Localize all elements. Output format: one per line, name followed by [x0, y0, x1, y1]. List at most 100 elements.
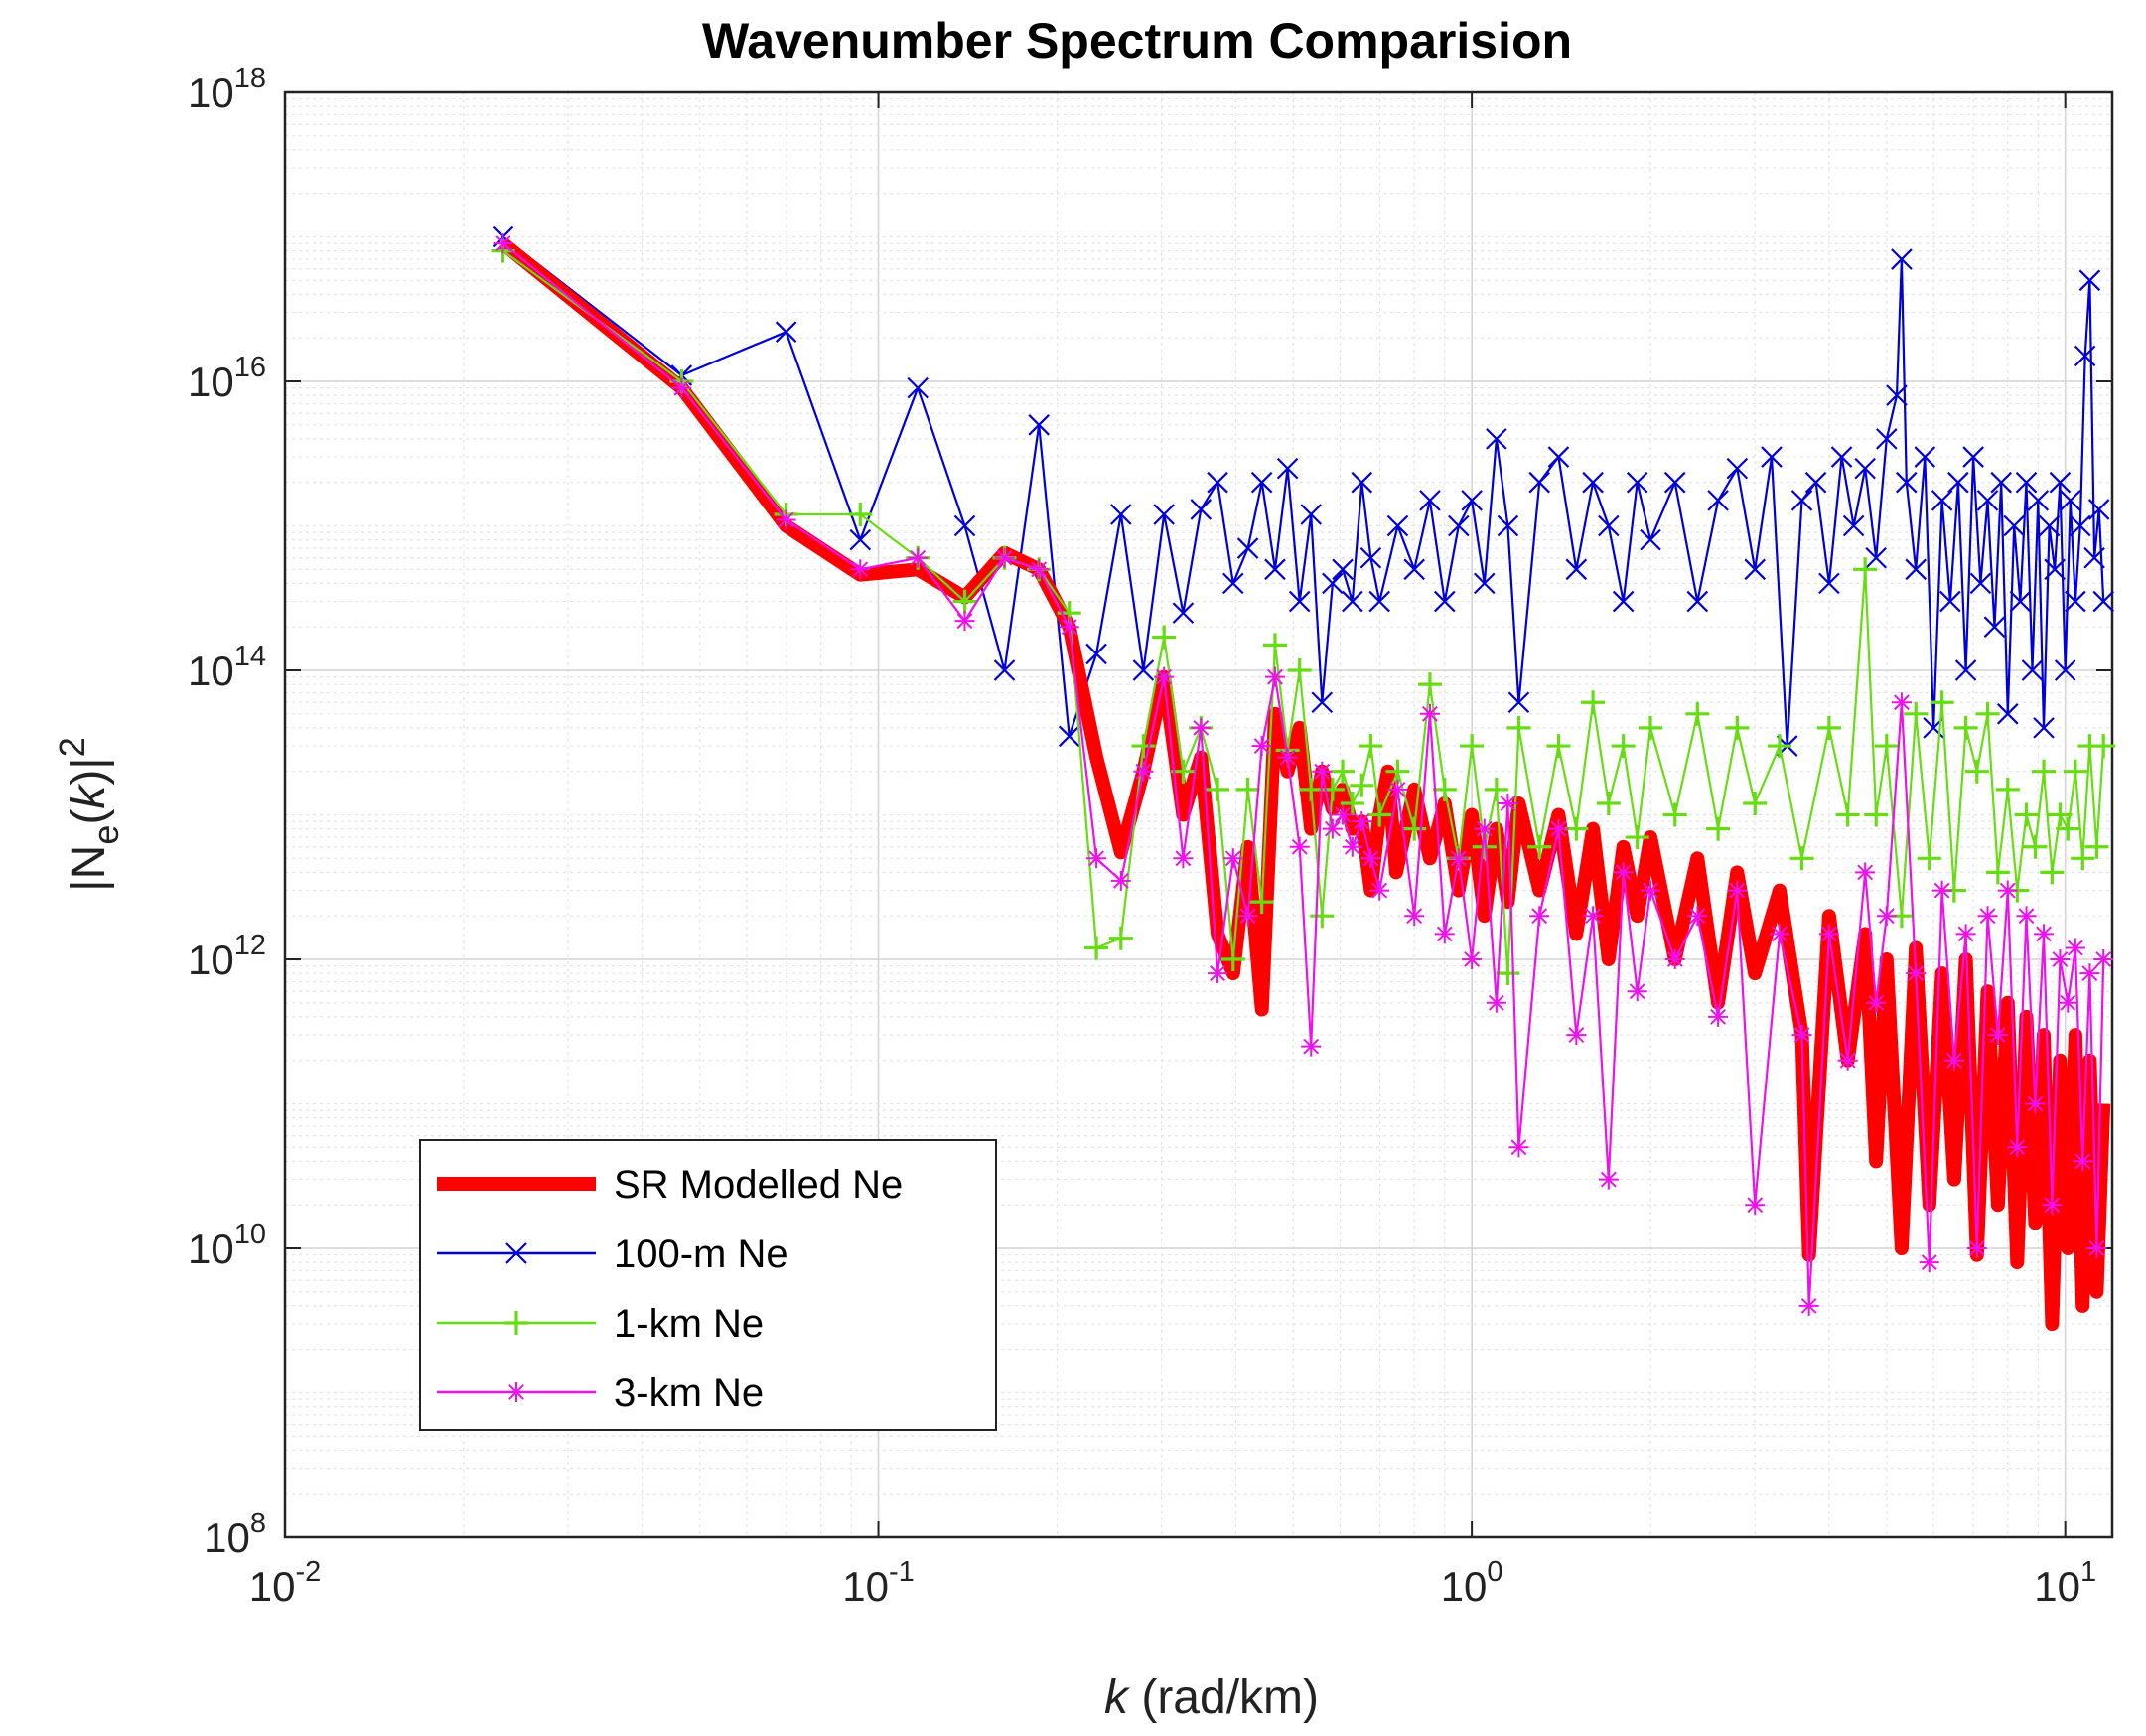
data-point-marker: [1369, 880, 1390, 901]
data-point-marker: [1368, 590, 1390, 613]
x-tick-label: 10-2: [249, 1556, 322, 1610]
data-point-marker: [1340, 791, 1364, 815]
y-tick-label: 1014: [188, 641, 266, 694]
data-point-marker: [1264, 666, 1285, 687]
data-point-marker: [1906, 963, 1927, 984]
data-point-marker: [2044, 558, 2066, 581]
data-point-marker: [1914, 446, 1936, 468]
data-point-marker: [1110, 870, 1131, 891]
data-point-marker: [1548, 818, 1569, 839]
data-point-marker: [2056, 816, 2080, 841]
data-point-marker: [1865, 547, 1887, 569]
data-point-marker: [1287, 658, 1312, 682]
x-axis-label-rest: (rad/km): [1128, 1671, 1319, 1724]
data-point-marker: [1627, 981, 1647, 1002]
data-point-marker: [1262, 633, 1287, 657]
y-axis-label: |Ne(k)|2: [52, 737, 126, 892]
data-point-marker: [1386, 514, 1409, 537]
data-point-marker: [2038, 514, 2061, 537]
data-point-marker: [1498, 793, 1518, 813]
data-point-marker: [1790, 490, 1813, 511]
data-point-marker: [1277, 747, 1298, 768]
y-tick-label: 1010: [188, 1219, 266, 1272]
data-point-marker: [1726, 457, 1749, 480]
data-point-marker: [1969, 572, 1992, 595]
data-point-marker: [1359, 734, 1383, 759]
series-layer: [491, 225, 2116, 1332]
data-point-marker: [1895, 471, 1918, 494]
data-point-marker: [1173, 848, 1194, 869]
data-point-marker: [1448, 848, 1469, 869]
data-point-marker: [1322, 572, 1344, 595]
data-point-marker: [1798, 1295, 1819, 1316]
data-point-marker: [1837, 1050, 1858, 1071]
data-point-marker: [1990, 471, 2012, 494]
data-point-marker: [849, 528, 872, 551]
data-point-marker: [1367, 802, 1392, 827]
y-axis-label-close: )|: [63, 757, 115, 785]
data-point-marker: [1953, 715, 1978, 740]
data-point-marker: [1641, 880, 1661, 901]
data-point-marker: [1264, 558, 1286, 581]
data-point-marker: [1891, 692, 1912, 713]
x-tick-label: 100: [1441, 1556, 1503, 1610]
data-point-marker: [2048, 802, 2073, 827]
data-point-marker: [1662, 802, 1687, 827]
data-point-marker: [1333, 804, 1354, 825]
y-axis-label-sup: 2: [52, 737, 92, 757]
data-point-marker: [2065, 938, 2085, 958]
y-tick-labels: 108 1010 1012 1014 1016 1018: [188, 63, 266, 1561]
legend-marker: [506, 1382, 526, 1402]
data-point-marker: [1891, 248, 1913, 270]
data-point-marker: [1434, 924, 1455, 944]
data-point-marker: [1917, 846, 1941, 871]
data-point-marker: [2070, 514, 2091, 537]
data-point-marker: [1084, 936, 1109, 960]
data-point-marker: [1448, 514, 1470, 537]
data-point-marker: [952, 589, 977, 614]
data-point-marker: [1830, 446, 1853, 468]
data-point-marker: [1761, 446, 1783, 468]
data-point-marker: [1461, 490, 1483, 511]
data-point-marker: [1954, 659, 1977, 681]
data-point-marker: [1350, 773, 1374, 797]
data-point-marker: [1222, 848, 1243, 869]
data-point-marker: [1402, 816, 1427, 841]
data-point-marker: [1598, 514, 1620, 537]
data-point-marker: [1995, 777, 2020, 801]
data-point-marker: [953, 514, 976, 537]
data-point-marker: [1404, 906, 1425, 927]
data-point-marker: [1507, 691, 1530, 714]
data-point-marker: [1664, 949, 1685, 969]
data-point-marker: [1342, 836, 1362, 857]
data-point-marker: [2032, 759, 2057, 784]
data-point-marker: [1853, 557, 1878, 582]
legend-label: SR Modelled Ne: [614, 1163, 903, 1207]
data-point-marker: [1565, 558, 1588, 581]
series-sr-modelled-ne: [499, 237, 2111, 1332]
data-point-marker: [1484, 777, 1508, 801]
data-point-marker: [2073, 1151, 2093, 1172]
data-point-marker: [1110, 504, 1132, 525]
data-point-marker: [1351, 471, 1373, 494]
legend-label: 100-m Ne: [614, 1232, 788, 1276]
data-point-marker: [1172, 602, 1195, 624]
data-point-marker: [1547, 446, 1570, 468]
data-point-marker: [1312, 761, 1333, 782]
data-point-marker: [776, 509, 796, 530]
data-point-marker: [2042, 1195, 2063, 1216]
data-point-marker: [1583, 906, 1604, 927]
x-tick-label: 101: [2034, 1556, 2096, 1610]
data-point-marker: [1171, 759, 1196, 784]
data-point-marker: [1251, 736, 1272, 757]
data-point-marker: [2091, 734, 2116, 759]
data-point-marker: [1640, 528, 1661, 551]
data-point-marker: [1207, 471, 1228, 494]
y-tick-label: 1018: [188, 63, 266, 116]
data-point-marker: [1939, 590, 1961, 613]
data-point-marker: [1976, 490, 1999, 511]
data-point-marker: [2023, 834, 2048, 859]
data-point-marker: [2093, 949, 2114, 969]
data-point-marker: [1791, 1025, 1812, 1046]
data-point-marker: [1725, 715, 1750, 740]
